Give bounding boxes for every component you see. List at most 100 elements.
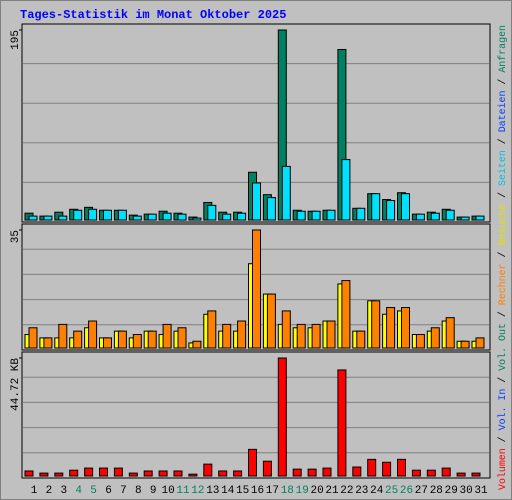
bar [113, 467, 123, 477]
x-tick-label: 6 [105, 485, 112, 497]
bar [415, 334, 425, 349]
bar [192, 340, 202, 349]
y-tick-label: 35 [10, 230, 22, 243]
x-tick-label: 31 [474, 485, 488, 497]
bar [277, 357, 287, 477]
bar [382, 461, 392, 477]
bar [143, 470, 153, 477]
bar [103, 209, 112, 221]
legend: Volumen / Vol. In / Vol. Out / Rechner /… [497, 25, 509, 490]
bar [471, 472, 481, 477]
x-tick-label: 29 [445, 485, 458, 497]
legend-entry: Vol. In [497, 389, 509, 431]
chart-title: Tages-Statistik im Monat Oktober 2025 [20, 8, 286, 22]
bar [445, 317, 455, 349]
legend-entry: Besuche [497, 204, 509, 246]
legend-separator: / [497, 430, 509, 448]
bar [192, 217, 202, 221]
x-tick-label: 21 [325, 485, 339, 497]
legend-separator: / [497, 246, 509, 264]
x-tick-label: 12 [191, 485, 204, 497]
bar [147, 213, 157, 221]
bar [252, 182, 261, 221]
bar [262, 460, 272, 477]
bar [430, 327, 440, 349]
x-tick-label: 26 [400, 485, 413, 497]
bar [411, 469, 421, 477]
bar [281, 310, 291, 349]
x-tick-label: 30 [459, 485, 472, 497]
x-tick-label: 15 [236, 485, 249, 497]
legend-entry: Rechner [497, 263, 509, 305]
bar [162, 323, 172, 349]
bar [441, 467, 451, 477]
legend-separator: / [497, 132, 509, 150]
bar [475, 215, 485, 221]
legend-separator: / [497, 73, 509, 91]
bar [252, 229, 261, 349]
bar [296, 323, 306, 349]
bar [222, 213, 232, 221]
bar [371, 300, 381, 349]
bar [207, 310, 217, 349]
bar [237, 212, 247, 221]
legend-entry: Seiten [497, 150, 509, 186]
bar [99, 467, 108, 477]
x-tick-label: 25 [385, 485, 398, 497]
x-tick-label: 19 [296, 485, 309, 497]
bar [307, 468, 317, 477]
x-tick-label: 17 [266, 485, 279, 497]
bar [43, 337, 53, 349]
bar [460, 340, 470, 349]
bar [356, 207, 366, 221]
x-tick-label: 22 [340, 485, 353, 497]
x-tick-label: 11 [176, 485, 190, 497]
x-tick-label: 9 [150, 485, 157, 497]
x-tick-label: 16 [251, 485, 264, 497]
legend-entry: Dateien [497, 91, 509, 133]
bar [401, 307, 410, 349]
bar [326, 320, 336, 349]
x-tick-label: 8 [135, 485, 142, 497]
legend-separator: / [497, 186, 509, 204]
bar [58, 323, 68, 349]
bar [296, 210, 306, 221]
bar [460, 216, 470, 221]
x-tick-label: 4 [75, 485, 82, 497]
bar [266, 293, 276, 349]
bar [356, 330, 366, 349]
bar [397, 458, 406, 477]
bar [117, 209, 127, 221]
x-tick-label: 20 [310, 485, 323, 497]
bar [28, 215, 38, 221]
x-tick-label: 5 [90, 485, 97, 497]
bar [266, 197, 276, 221]
bar [475, 337, 485, 349]
legend-entry: Anfragen [497, 25, 509, 73]
x-tick-label: 7 [120, 485, 127, 497]
bar [322, 467, 332, 477]
bar [132, 215, 142, 221]
bar [117, 330, 127, 349]
x-tick-label: 18 [281, 485, 294, 497]
bar [84, 467, 94, 477]
bar [43, 215, 53, 221]
bar [73, 330, 83, 349]
bar [456, 472, 466, 477]
bar [341, 159, 351, 221]
bar [207, 204, 217, 221]
bar [58, 215, 68, 221]
bar [203, 463, 213, 477]
x-tick-label: 24 [370, 485, 384, 497]
bar [386, 307, 396, 349]
bar [218, 470, 228, 477]
x-tick-label: 2 [46, 485, 53, 497]
bar [386, 200, 396, 221]
bar [371, 193, 381, 221]
y-tick-label: 44.72 KB [10, 358, 22, 411]
x-tick-label: 23 [355, 485, 368, 497]
bar [430, 212, 440, 221]
bar [128, 472, 138, 477]
